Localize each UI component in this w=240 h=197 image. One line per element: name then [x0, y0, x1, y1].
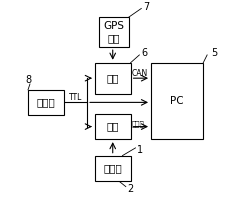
Text: 8: 8	[25, 75, 31, 85]
Text: 5: 5	[211, 48, 217, 58]
Bar	[95, 114, 131, 139]
Text: 触发板: 触发板	[36, 97, 55, 107]
Text: 千兆网: 千兆网	[132, 120, 144, 127]
Text: 6: 6	[141, 48, 147, 58]
Text: PC: PC	[170, 96, 184, 106]
Text: 投影机: 投影机	[103, 163, 122, 173]
Text: 惯导: 惯导	[107, 73, 119, 83]
Text: 1: 1	[138, 145, 144, 155]
Text: 2: 2	[128, 184, 134, 194]
Bar	[28, 90, 64, 115]
Bar	[95, 63, 131, 94]
Bar	[151, 63, 203, 139]
Text: 相机: 相机	[107, 122, 119, 132]
Text: GPS
天线: GPS 天线	[103, 21, 124, 43]
Bar	[99, 17, 129, 47]
Text: CAN: CAN	[132, 69, 148, 78]
Bar	[95, 156, 131, 181]
Text: 7: 7	[143, 2, 150, 12]
Text: TTL: TTL	[69, 93, 82, 102]
